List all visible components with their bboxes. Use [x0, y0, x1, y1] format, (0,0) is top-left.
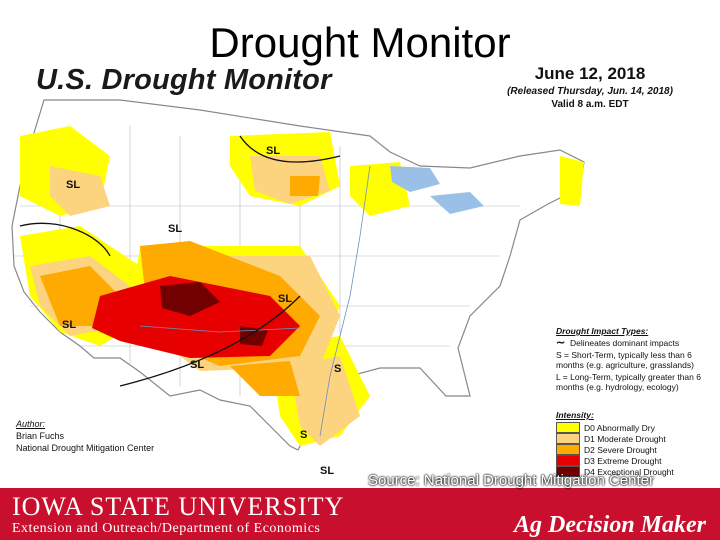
legend-item: D3 Extreme Drought	[556, 455, 716, 466]
map-date: June 12, 2018	[534, 64, 646, 83]
impact-lines	[19, 135, 341, 387]
impact-header: Drought Impact Types:	[556, 326, 649, 336]
author-org: National Drought Mitigation Center	[16, 443, 155, 453]
impact-label: SL	[266, 145, 280, 157]
impact-short: S = Short-Term, typically less than 6 mo…	[556, 350, 694, 370]
source-text: Source: National Drought Mitigation Cent…	[368, 472, 654, 489]
intensity-legend: Intensity: D0 Abnormally Dry D1 Moderate…	[556, 410, 716, 477]
impact-delineates: Delineates dominant impacts	[570, 338, 680, 348]
legend-item: D0 Abnormally Dry	[556, 422, 716, 433]
impact-row: ∼ Delineates dominant impacts	[556, 337, 716, 349]
legend-swatch	[556, 455, 580, 466]
author-label: Author:	[16, 419, 46, 429]
impact-label: SL	[66, 179, 80, 191]
impact-types: Drought Impact Types: ∼ Delineates domin…	[556, 326, 716, 392]
legend-swatch	[556, 433, 580, 444]
impact-label: S	[334, 363, 341, 375]
legend-item: D2 Severe Drought	[556, 444, 716, 455]
legend-label: D4 Exceptional Drought	[584, 466, 674, 477]
squiggle-icon: ∼	[556, 337, 566, 349]
impact-label: SL	[62, 319, 76, 331]
university-name: IOWA STATE UNIVERSITY	[12, 492, 345, 521]
release-date: (Released Thursday, Jun. 14, 2018)	[507, 86, 673, 97]
legend-swatch	[556, 422, 580, 433]
date-block: June 12, 2018 (Released Thursday, Jun. 1…	[490, 64, 690, 110]
legend-label: D1 Moderate Drought	[584, 433, 666, 444]
legend-label: D3 Extreme Drought	[584, 455, 662, 466]
legend-item: D1 Moderate Drought	[556, 433, 716, 444]
legend-swatch	[556, 444, 580, 455]
impact-label: SL	[190, 359, 204, 371]
footer-bar: IOWA STATE UNIVERSITY Extension and Outr…	[0, 488, 720, 540]
intensity-header: Intensity:	[556, 410, 594, 420]
impact-label: S	[300, 429, 307, 441]
impact-row: S = Short-Term, typically less than 6 mo…	[556, 350, 716, 370]
author-block: Author: Brian Fuchs National Drought Mit…	[16, 418, 154, 454]
rivers	[139, 165, 371, 437]
impact-row: L = Long-Term, typically greater than 6 …	[556, 372, 716, 392]
author-name: Brian Fuchs	[16, 431, 65, 441]
legend-item: D4 Exceptional Drought	[556, 466, 716, 477]
great-lakes	[390, 166, 484, 214]
drought-map: SL SL SL SL SL SL S S SL	[11, 99, 585, 477]
impact-label: SL	[168, 223, 182, 235]
valid-time: Valid 8 a.m. EDT	[551, 99, 629, 110]
legend-label: D2 Severe Drought	[584, 444, 657, 455]
impact-label: SL	[320, 465, 334, 477]
legend-swatch	[556, 466, 580, 477]
extension-text: Extension and Outreach/Department of Eco…	[12, 521, 321, 536]
slide-title: Drought Monitor	[209, 19, 511, 66]
impact-long: L = Long-Term, typically greater than 6 …	[556, 372, 701, 392]
map-title: U.S. Drought Monitor	[36, 64, 332, 96]
impact-label: SL	[278, 293, 292, 305]
legend-label: D0 Abnormally Dry	[584, 422, 655, 433]
brand-name: Ag Decision Maker	[514, 512, 706, 538]
